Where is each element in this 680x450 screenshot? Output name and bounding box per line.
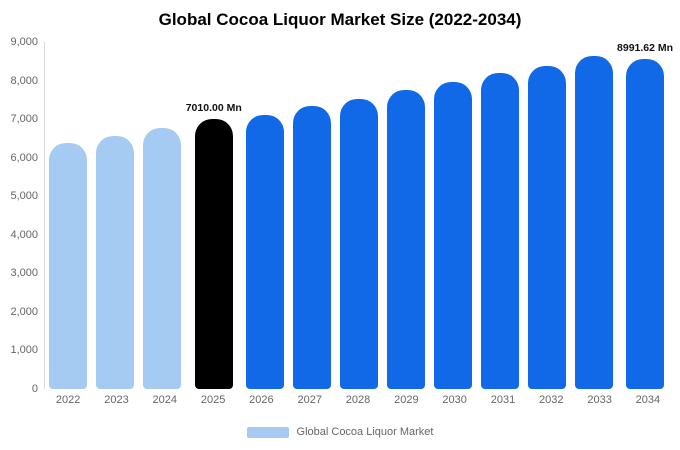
y-tick-label: 3,000 (10, 267, 38, 280)
bars: 7010.00 Mn 8991.62 Mn (45, 42, 673, 389)
x-tick-label: 2023 (104, 394, 129, 406)
legend-label: Global Cocoa Liquor Market (296, 426, 434, 438)
y-tick-label: 7,000 (10, 113, 38, 126)
bar-cell: 8991.62 Mn (617, 42, 673, 389)
x-tick-label: 2031 (490, 394, 516, 406)
x-tick-label: 2034 (635, 394, 661, 406)
bar-value-label: 8991.62 Mn (617, 42, 674, 54)
bar-cell: 7010.00 Mn (186, 42, 242, 389)
y-tick-label: 0 (31, 383, 38, 395)
x-tick-label: 2022 (55, 394, 81, 406)
x-tick-label: 2028 (345, 394, 371, 406)
bar-cell (139, 42, 186, 389)
bar-cell (92, 42, 139, 389)
x-tick-label: 2026 (249, 394, 274, 406)
legend-swatch (246, 426, 289, 438)
bar-value-label: 7010.00 Mn (185, 101, 242, 114)
plot-area: 7010.00 Mn 8991.62 Mn (44, 42, 673, 389)
bar-2022 (49, 143, 88, 389)
x-tick-label: 2033 (587, 394, 612, 406)
bar-2033 (574, 55, 613, 389)
x-tick-label: 2025 (200, 394, 226, 406)
bar-cell (45, 42, 92, 389)
y-tick-label: 8,000 (10, 74, 38, 87)
x-axis-labels: 2022 2023 2024 2025 2026 2027 2028 2029 2030 2031… (44, 394, 672, 406)
bar-cell (429, 42, 476, 389)
x-tick-label: 2027 (297, 394, 322, 406)
y-tick-label: 6,000 (10, 151, 38, 164)
bar-cell (336, 42, 383, 389)
bar-2030 (433, 81, 472, 389)
bar-cell (523, 42, 570, 389)
bar-2028 (340, 98, 379, 389)
bar-2026 (246, 114, 285, 389)
x-tick-label: 2030 (442, 394, 467, 406)
y-tick-label: 4,000 (10, 228, 38, 241)
bar-2034 (626, 59, 665, 389)
x-tick-label: 2032 (539, 394, 564, 406)
y-tick-label: 1,000 (10, 344, 38, 357)
bar-2029 (386, 89, 425, 389)
bar-2024 (143, 128, 182, 389)
x-tick-label: 2029 (394, 394, 419, 406)
bar-cell (242, 42, 289, 389)
bar-2025 (194, 118, 233, 389)
bar-2023 (96, 136, 135, 389)
y-axis: 0 1,000 2,000 3,000 4,000 5,000 6,000 7,000 8,00… (0, 36, 38, 395)
bar-2031 (480, 72, 519, 389)
x-tick-label: 2024 (152, 394, 178, 406)
y-tick-label: 9,000 (10, 36, 38, 48)
bar-cell (476, 42, 523, 389)
bar-cell (289, 42, 336, 389)
bar-cell (570, 42, 617, 389)
legend: Global Cocoa Liquor Market (0, 426, 680, 438)
chart-title: Global Cocoa Liquor Market Size (2022-20… (158, 10, 522, 29)
bar-2032 (527, 65, 566, 389)
y-tick-label: 2,000 (10, 305, 38, 318)
bar-2027 (293, 106, 332, 389)
bar-cell (382, 42, 429, 389)
y-tick-label: 5,000 (10, 190, 38, 203)
